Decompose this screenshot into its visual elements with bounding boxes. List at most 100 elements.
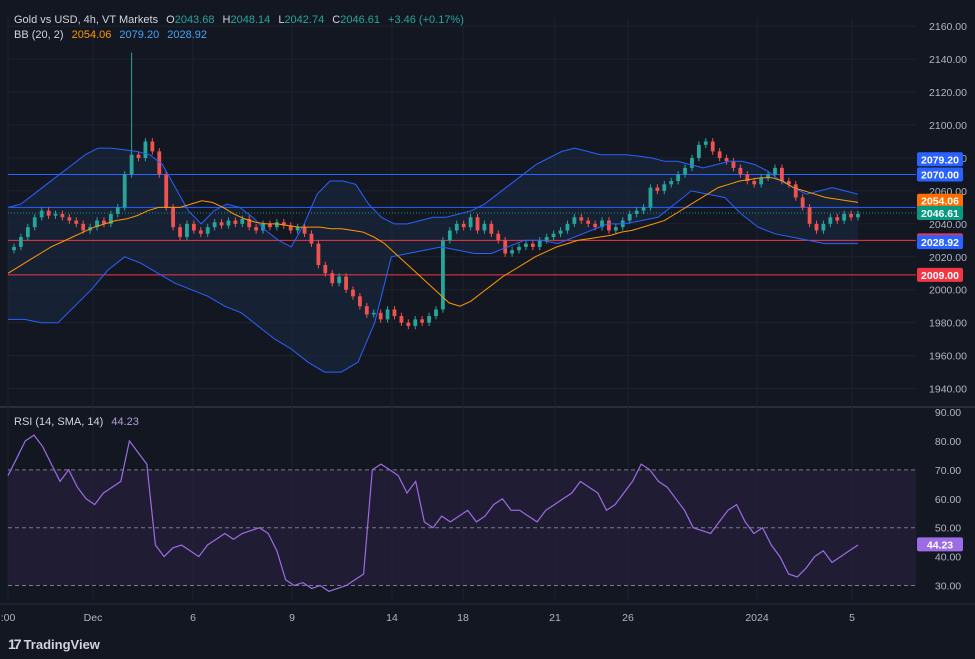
candle-body <box>46 210 51 216</box>
rsi-pane <box>7 434 916 592</box>
change-value: +3.46 (+0.17%) <box>388 14 464 26</box>
candle-body <box>821 223 826 231</box>
candle-body <box>731 161 736 168</box>
candle-body <box>378 312 383 320</box>
bb-label[interactable]: BB (20, 2) <box>14 29 64 41</box>
candle-body <box>392 309 397 317</box>
candle-body <box>157 151 162 175</box>
time-tick-label: 6 <box>190 612 196 624</box>
candle-body <box>842 213 847 221</box>
candle-body <box>503 240 508 254</box>
candle-body <box>330 273 335 284</box>
candle-body <box>676 174 681 182</box>
candle-body <box>537 240 542 247</box>
low-value: 2042.74 <box>284 14 325 26</box>
price-tick-label: 2040.00 <box>929 219 967 231</box>
candle-body <box>489 223 494 234</box>
candle-body <box>357 296 362 307</box>
symbol-legend[interactable]: Gold vs USD, 4h, VT Markets O2043.68 H20… <box>14 14 464 26</box>
price-badge: 2054.06 <box>921 196 959 208</box>
candle-body <box>530 243 535 247</box>
candle-body <box>12 246 16 251</box>
time-tick-label: 5 <box>849 612 855 624</box>
bollinger-basis-line <box>7 177 859 307</box>
candle-body <box>185 223 189 238</box>
candle-body <box>143 141 148 158</box>
bb-legend[interactable]: BB (20, 2) 2054.06 2079.20 2028.92 <box>14 29 212 41</box>
tradingview-logo[interactable]: 17 TradingView <box>8 636 100 652</box>
price-badge: 2079.20 <box>921 154 959 166</box>
symbol-title[interactable]: Gold vs USD, 4h, VT Markets <box>14 14 159 26</box>
candle-body <box>268 223 272 228</box>
rsi-tick-label: 30.00 <box>935 581 961 593</box>
candle-body <box>800 197 805 208</box>
candle-body <box>745 174 750 182</box>
rsi-label[interactable]: RSI (14, SMA, 14) <box>14 416 104 428</box>
price-tick-label: 2000.00 <box>929 285 967 297</box>
price-axis[interactable]: 1940.00 1960.00 1980.00 2000.00 2020.00 2040.… <box>929 21 967 592</box>
candle-body <box>53 213 58 216</box>
candle-body <box>254 227 259 231</box>
candle-body <box>351 289 355 297</box>
candle-body <box>482 223 487 231</box>
bb-mid-value: 2054.06 <box>71 29 112 41</box>
candle-body <box>648 187 653 208</box>
high-value: 2048.14 <box>230 14 271 26</box>
candle-body <box>406 322 411 326</box>
open-value: 2043.68 <box>174 14 215 26</box>
candle-body <box>856 213 860 218</box>
candle-body <box>690 157 694 168</box>
price-badge-bg <box>917 152 963 167</box>
candle-body <box>710 141 715 152</box>
candle-body <box>579 217 584 221</box>
candle-body <box>793 184 798 198</box>
candle-body <box>447 230 452 241</box>
candle-body <box>593 223 598 228</box>
candle-body <box>634 210 639 214</box>
candle-body <box>95 220 99 228</box>
candle-body <box>655 187 660 191</box>
candle-body <box>468 217 473 228</box>
candle-body <box>600 220 604 228</box>
candle-body <box>461 223 466 228</box>
candle-body <box>434 309 438 317</box>
candle-body <box>544 237 549 241</box>
rsi-tick-label: 60.00 <box>935 494 961 506</box>
candle-body <box>323 265 328 274</box>
rsi-legend[interactable]: RSI (14, SMA, 14) 44.23 <box>14 416 144 428</box>
price-tick-label: 1960.00 <box>929 351 967 363</box>
candle-body <box>32 217 37 228</box>
candle-body <box>752 181 757 185</box>
rsi-tick-label: 40.00 <box>935 552 961 564</box>
candle-body <box>288 225 293 231</box>
time-axis[interactable]: :00 Dec 6 9 14 18 21 26 2024 5 <box>1 612 855 624</box>
price-badges: 2070.002050.002030.002009.002079.202054.… <box>917 152 963 552</box>
level-badge-bg <box>917 167 963 182</box>
candle-body <box>233 220 238 224</box>
candle-body <box>766 174 770 178</box>
candle-body <box>302 227 307 234</box>
bollinger-lower-line <box>8 190 858 373</box>
candle-body <box>696 144 701 158</box>
candle-body <box>274 222 279 228</box>
candle-body <box>171 207 176 228</box>
price-badge-bg <box>917 235 963 250</box>
candle-body <box>102 220 106 224</box>
candle-body <box>703 141 708 145</box>
candle-body <box>67 217 72 221</box>
candle-body <box>115 207 120 214</box>
candle-body <box>344 276 348 290</box>
candle-body <box>136 154 141 158</box>
price-badge: 2028.92 <box>921 237 959 249</box>
price-tick-label: 2160.00 <box>929 21 967 33</box>
candle-body <box>74 220 79 224</box>
candle-body <box>558 230 563 234</box>
bollinger-fill <box>8 148 858 373</box>
close-value: 2046.61 <box>340 14 380 26</box>
candle-body <box>25 227 30 238</box>
candle-body <box>371 312 376 315</box>
candle-body <box>164 174 169 208</box>
candle-body <box>849 213 853 218</box>
rsi-badge: 44.23 <box>927 539 953 551</box>
